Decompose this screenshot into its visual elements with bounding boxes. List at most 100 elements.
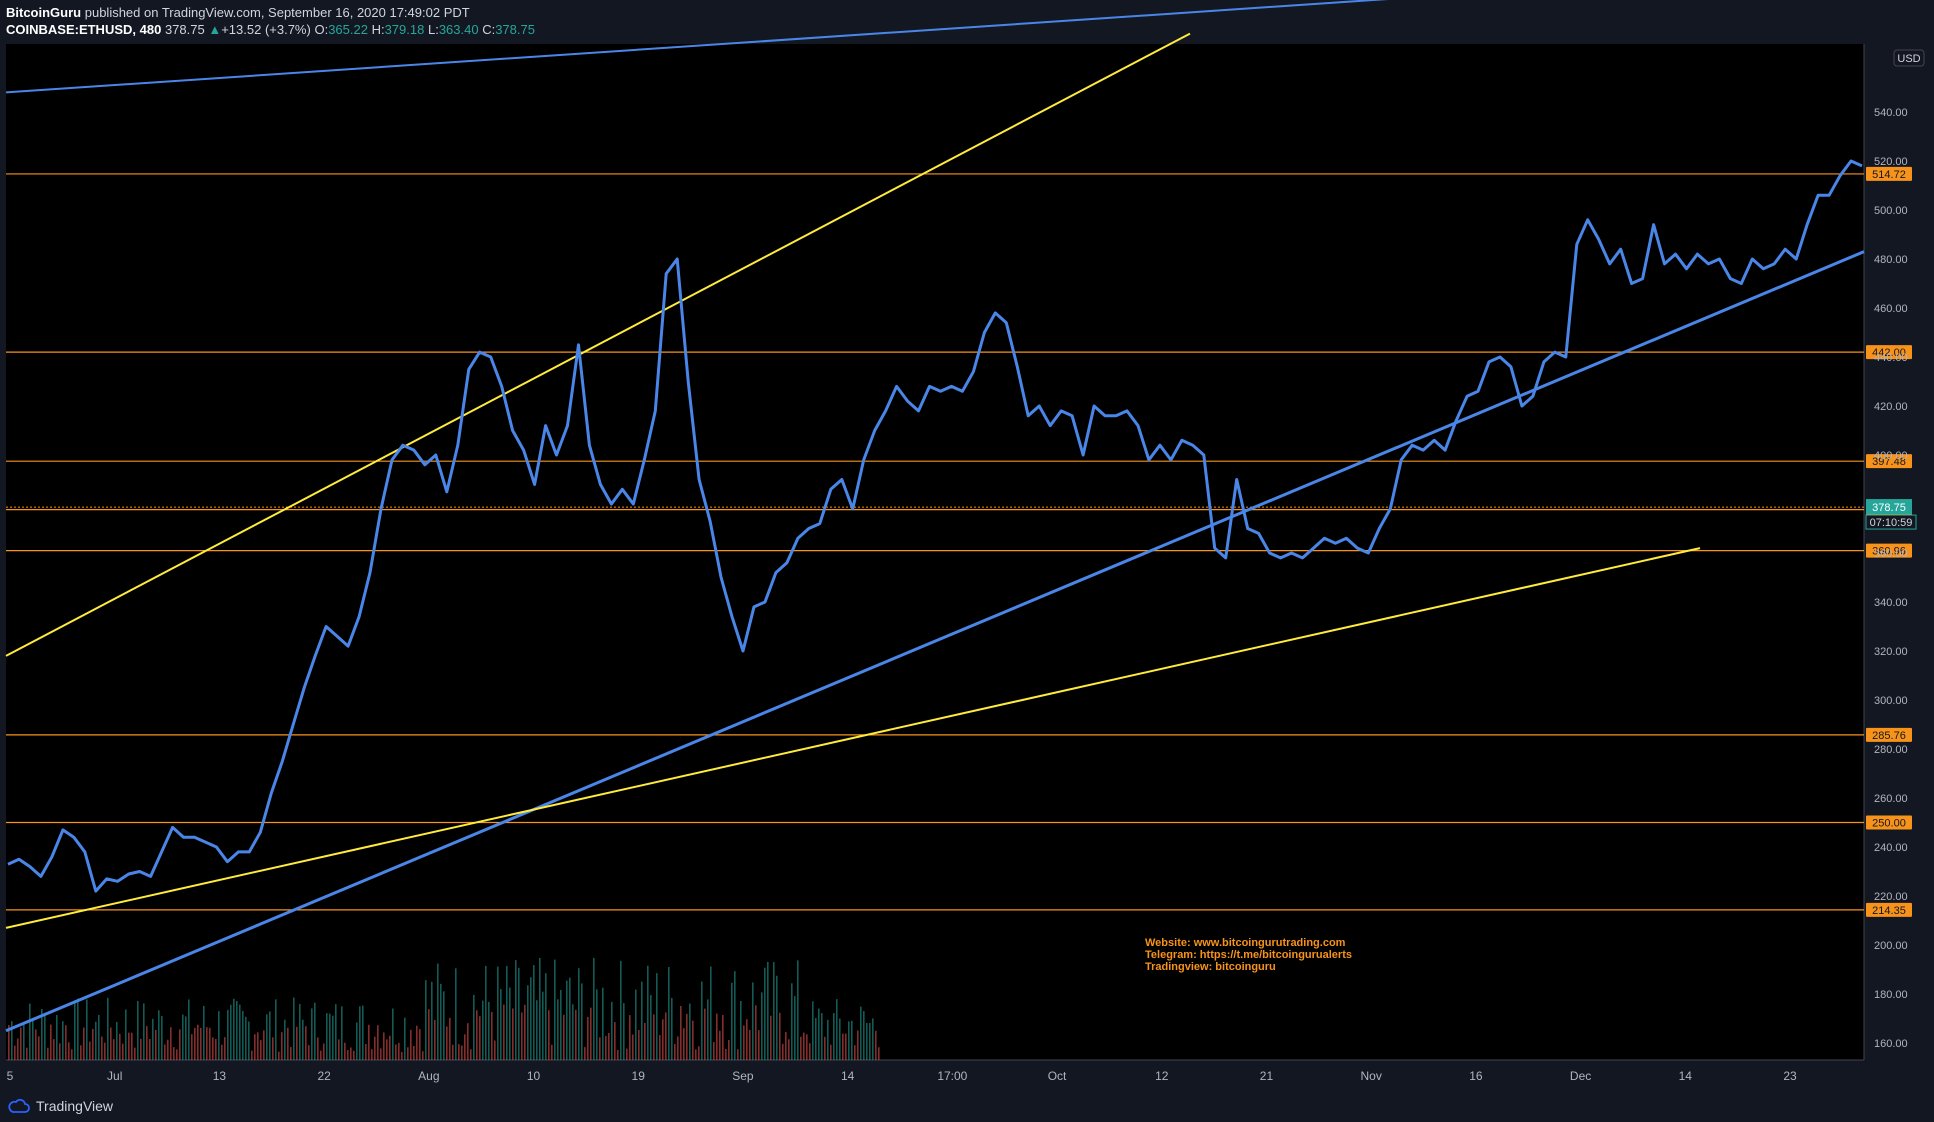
volume-bar <box>56 1015 58 1060</box>
volume-bar <box>626 1048 628 1060</box>
volume-bar <box>707 999 709 1060</box>
price-tick-label: 180.00 <box>1874 989 1908 1001</box>
price-series-line[interactable] <box>7 159 1863 893</box>
time-axis: 5 Jul 13 22 Aug 10 19 Sep 14 17:00 Oct 12 21 Nov 16 Dec… <box>7 1069 1797 1083</box>
price-tick-label: 320.00 <box>1874 646 1908 658</box>
volume-bar <box>383 1032 385 1060</box>
price-tick-label: 440.00 <box>1874 352 1908 364</box>
volume-bar <box>875 1030 877 1060</box>
cloud-icon <box>8 1099 30 1113</box>
volume-bar <box>854 1045 856 1060</box>
volume-bar <box>683 1028 685 1060</box>
currency-badge[interactable] <box>1893 49 1925 67</box>
volume-bar <box>401 1051 403 1060</box>
publisher-line: BitcoinGuru published on TradingView.com… <box>6 5 470 20</box>
volume-bar <box>245 1016 247 1060</box>
volume-bar <box>260 1040 262 1060</box>
volume-bar <box>101 1036 103 1060</box>
volume-bar <box>821 1013 823 1060</box>
volume-bar <box>668 967 670 1060</box>
volume-bar <box>686 1013 688 1060</box>
volume-bar <box>374 1036 376 1060</box>
time-tick-label: 22 <box>317 1069 331 1083</box>
level-label: 285.76 <box>1872 730 1906 742</box>
price-chart[interactable]: 514.72442.00397.48377.70360.96285.76250.… <box>0 0 1934 1090</box>
volume-bar <box>425 980 427 1060</box>
yellow-trend-upper[interactable] <box>5 32 1191 657</box>
volume-bar <box>23 1024 25 1060</box>
volume-bar <box>44 1015 46 1060</box>
volume-bar <box>737 1049 739 1060</box>
time-tick-label: 12 <box>1155 1069 1169 1083</box>
volume-bar <box>557 999 559 1060</box>
level-label-bg <box>1866 454 1912 469</box>
volume-bar <box>419 1029 421 1060</box>
volume-bar <box>536 1000 538 1060</box>
blue-trend-lower[interactable] <box>5 250 1865 1033</box>
volume-bar <box>713 1042 715 1060</box>
volume-bar <box>767 961 769 1060</box>
close-label: C: <box>482 22 496 37</box>
volume-bar <box>722 1014 724 1060</box>
volume-bar <box>863 1011 865 1060</box>
footer-bar: TradingView <box>0 1090 1934 1122</box>
price-change: +13.52 (+3.7%) <box>221 22 311 37</box>
price-tick-label: 260.00 <box>1874 793 1908 805</box>
level-label-bg <box>1866 727 1912 742</box>
level-label: 250.00 <box>1872 818 1906 830</box>
low-value: 363.40 <box>438 22 479 37</box>
watermark-line: Tradingview: bitcoinguru <box>1145 961 1276 973</box>
volume-bar <box>845 1033 847 1060</box>
volume-bar <box>362 1005 364 1060</box>
volume-bar <box>389 1035 391 1060</box>
volume-bar <box>17 1038 19 1060</box>
volume-bars <box>8 957 880 1060</box>
volume-bar <box>605 1035 607 1060</box>
volume-bar <box>188 999 190 1060</box>
volume-bar <box>773 962 775 1060</box>
volume-bar <box>533 965 535 1060</box>
volume-bar <box>635 989 637 1060</box>
volume-bar <box>377 1025 379 1060</box>
volume-bar <box>239 1004 241 1060</box>
level-label-bg <box>1866 902 1912 917</box>
volume-bar <box>365 1043 367 1060</box>
volume-bar <box>797 960 799 1060</box>
volume-bar <box>350 1047 352 1060</box>
current-price-tag <box>1866 499 1912 515</box>
volume-bar <box>608 1032 610 1060</box>
volume-bar <box>539 957 541 1060</box>
volume-bar <box>278 1051 280 1060</box>
volume-bar <box>641 981 643 1060</box>
volume-bar <box>287 1027 289 1060</box>
volume-bar <box>665 1012 667 1060</box>
volume-bar <box>227 1009 229 1060</box>
volume-bar <box>473 994 475 1060</box>
level-label-bg <box>1866 345 1912 360</box>
volume-bar <box>167 1039 169 1060</box>
volume-bar <box>530 977 532 1060</box>
volume-bar <box>410 1029 412 1060</box>
volume-bar <box>368 1024 370 1060</box>
time-tick-label: 13 <box>213 1069 227 1083</box>
tradingview-brand[interactable]: TradingView <box>8 1098 113 1114</box>
volume-bar <box>866 1022 868 1060</box>
volume-bar <box>80 1045 82 1060</box>
volume-bar <box>584 1047 586 1060</box>
level-label-bg <box>1866 815 1912 830</box>
volume-bar <box>8 1025 10 1060</box>
blue-trend-upper[interactable] <box>5 0 1420 94</box>
volume-bar <box>692 1020 694 1060</box>
volume-bar <box>140 1038 142 1060</box>
volume-bar <box>491 1011 493 1060</box>
symbol-label[interactable]: COINBASE:ETHUSD, 480 <box>6 22 162 37</box>
price-tick-label: 360.00 <box>1874 548 1908 560</box>
author-name[interactable]: BitcoinGuru <box>6 5 82 20</box>
time-tick-label: 14 <box>1679 1069 1693 1083</box>
volume-bar <box>431 981 433 1060</box>
current-price-value: 378.75 <box>1872 502 1906 514</box>
yellow-trend-lower[interactable] <box>5 547 1701 929</box>
plot-area[interactable] <box>6 44 1864 1060</box>
volume-bar <box>695 1049 697 1060</box>
volume-bar <box>395 1044 397 1060</box>
